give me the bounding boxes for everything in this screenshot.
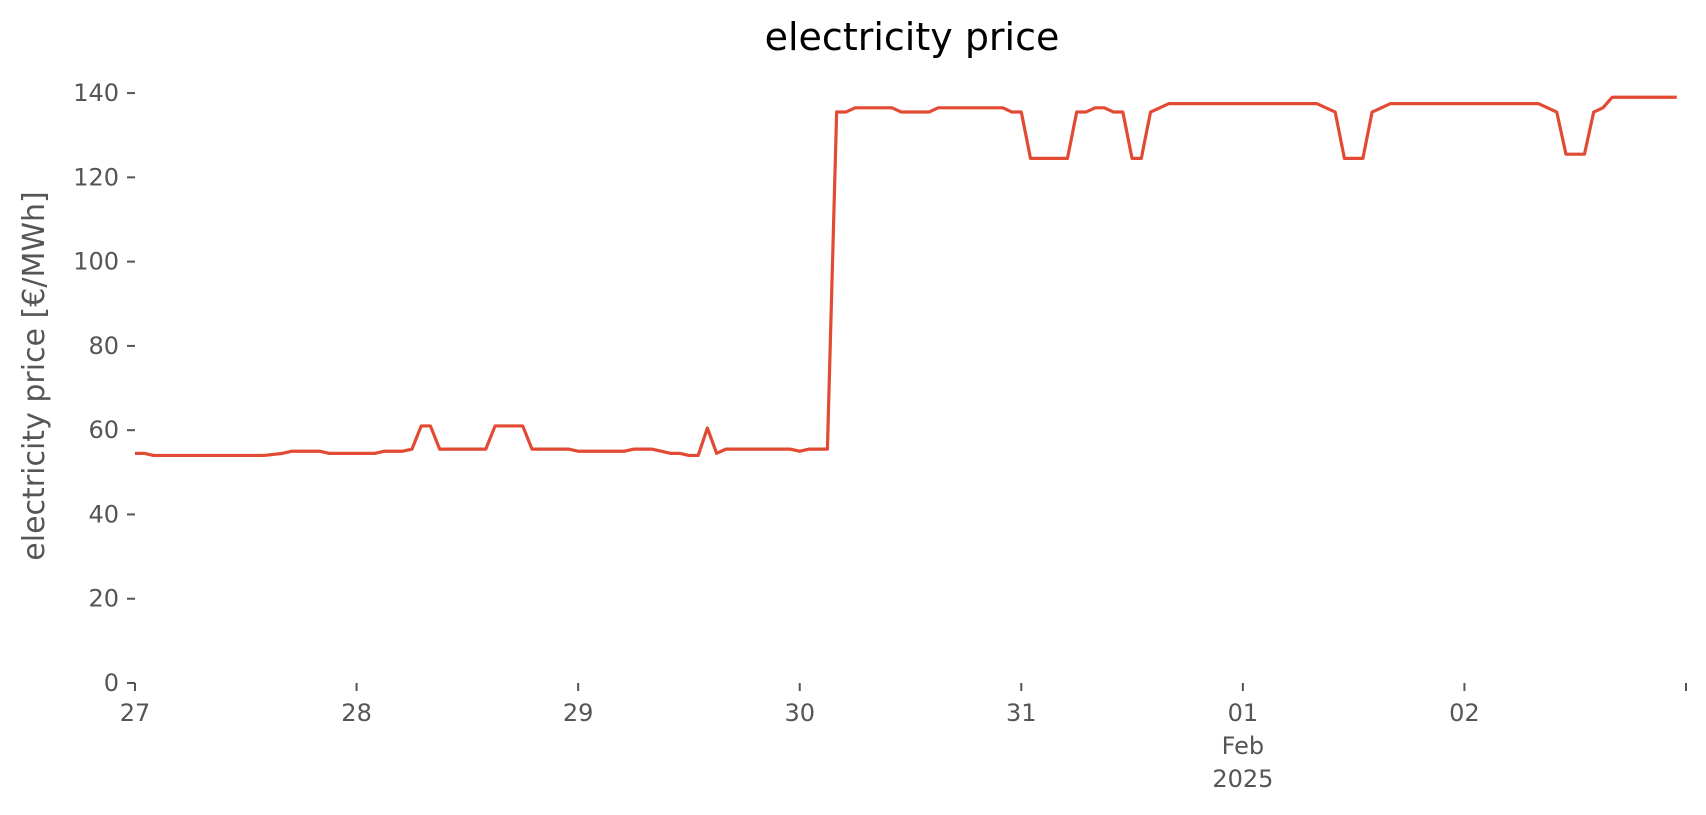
series-line — [135, 95, 1677, 458]
x-tick-label: 29 — [563, 699, 594, 727]
y-tick-label: 40 — [88, 500, 119, 528]
y-tick-label: 80 — [88, 332, 119, 360]
y-tick-label: 20 — [88, 585, 119, 613]
y-tick-label: 60 — [88, 416, 119, 444]
x-tick-label: 31 — [1006, 699, 1037, 727]
x-axis: 27 28 29 30 31 01 Feb 2025 02 — [120, 683, 1687, 793]
x-tick-label: 01 — [1228, 699, 1259, 727]
x-tick-label: 28 — [341, 699, 372, 727]
y-tick-label: 120 — [73, 163, 119, 191]
y-axis: 0 20 40 60 80 100 120 140 — [73, 79, 135, 697]
y-tick-label: 140 — [73, 79, 119, 107]
y-tick-label: 0 — [104, 669, 119, 697]
x-tick-label: 30 — [784, 699, 815, 727]
x-tick-label: 02 — [1449, 699, 1480, 727]
series-layer — [135, 95, 1677, 458]
y-axis-title: electricity price [€/MWh] — [17, 191, 52, 560]
x-tick-sublabel: Feb — [1222, 732, 1265, 760]
x-tick-label: 27 — [120, 699, 151, 727]
chart-title: electricity price — [765, 15, 1060, 59]
x-tick-sublabel: 2025 — [1212, 765, 1273, 793]
y-tick-label: 100 — [73, 248, 119, 276]
